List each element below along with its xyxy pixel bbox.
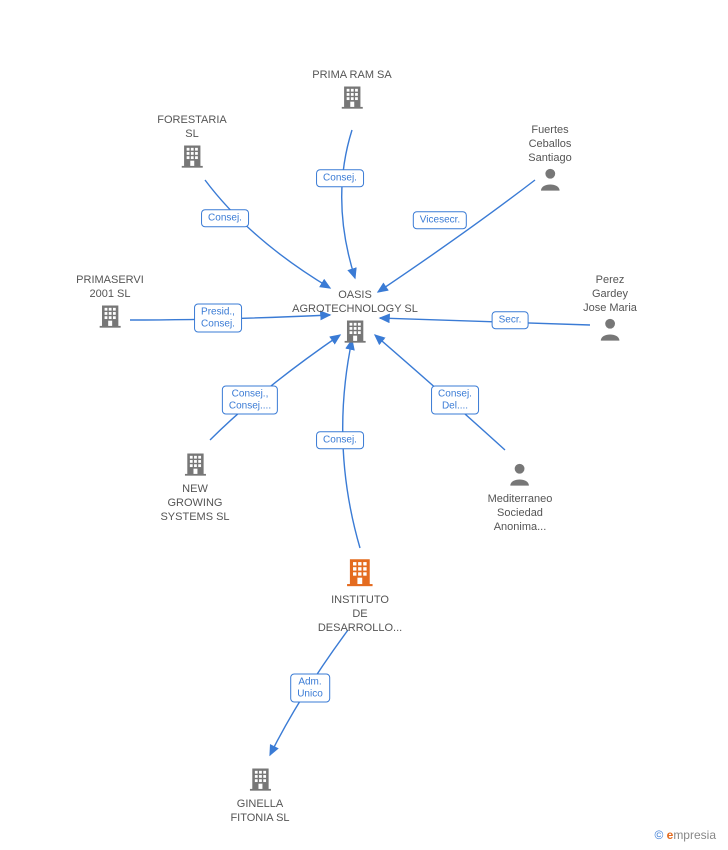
building-icon	[178, 142, 206, 170]
node-primaservi[interactable]: PRIMASERVI2001 SL	[76, 274, 144, 335]
node-instituto[interactable]: INSTITUTODEDESARROLLO...	[318, 555, 402, 635]
edge-path	[342, 130, 355, 278]
edge-label: Presid.,Consej.	[194, 304, 242, 333]
person-icon	[596, 315, 624, 343]
node-label: INSTITUTODEDESARROLLO...	[318, 594, 402, 635]
building-icon	[341, 317, 369, 345]
node-new_growing[interactable]: NEWGROWINGSYSTEMS SL	[160, 450, 229, 524]
node-label: NEWGROWINGSYSTEMS SL	[160, 483, 229, 524]
building-icon	[96, 302, 124, 330]
brand-rest: mpresia	[673, 828, 716, 842]
node-label: FuertesCeballosSantiago	[528, 124, 571, 165]
building-icon	[246, 765, 274, 793]
edge-path	[205, 180, 330, 288]
footer-credit: © empresia	[654, 828, 716, 842]
node-label: PRIMASERVI2001 SL	[76, 274, 144, 302]
edge-label: Consej.	[201, 209, 249, 227]
edge-label: Consej.	[316, 169, 364, 187]
building-icon	[181, 450, 209, 478]
edge-label: Consej.Del....	[431, 386, 479, 415]
node-label: FORESTARIASL	[157, 114, 226, 142]
person-icon	[536, 165, 564, 193]
node-ginella[interactable]: GINELLAFITONIA SL	[230, 765, 289, 826]
node-prima_ram[interactable]: PRIMA RAM SA	[312, 69, 391, 116]
node-label: MediterraneoSociedadAnonima...	[488, 493, 553, 534]
person-icon	[506, 460, 534, 488]
building-icon	[338, 83, 366, 111]
node-fuertes[interactable]: FuertesCeballosSantiago	[528, 124, 571, 198]
node-label: PRIMA RAM SA	[312, 69, 391, 83]
diagram-canvas: Consej. Consej. Presid.,Consej. Consej.,Con…	[0, 0, 728, 850]
edges-layer	[0, 0, 728, 850]
node-label: GINELLAFITONIA SL	[230, 798, 289, 826]
edge-label: Consej.,Consej....	[222, 386, 278, 415]
copyright-symbol: ©	[654, 828, 663, 842]
building-icon	[343, 555, 377, 589]
node-forestaria[interactable]: FORESTARIASL	[157, 114, 226, 175]
edge-label: Vicesecr.	[413, 211, 467, 229]
node-label: PerezGardeyJose Maria	[583, 274, 637, 315]
node-oasis[interactable]: OASISAGROTECHNOLOGY SL	[292, 289, 418, 350]
edge-path	[378, 180, 535, 292]
edge-label: Adm.Unico	[290, 674, 330, 703]
node-perez[interactable]: PerezGardeyJose Maria	[583, 274, 637, 348]
node-label: OASISAGROTECHNOLOGY SL	[292, 289, 418, 317]
edge-label: Secr.	[492, 311, 529, 329]
edge-label: Consej.	[316, 431, 364, 449]
node-mediterraneo[interactable]: MediterraneoSociedadAnonima...	[488, 460, 553, 534]
